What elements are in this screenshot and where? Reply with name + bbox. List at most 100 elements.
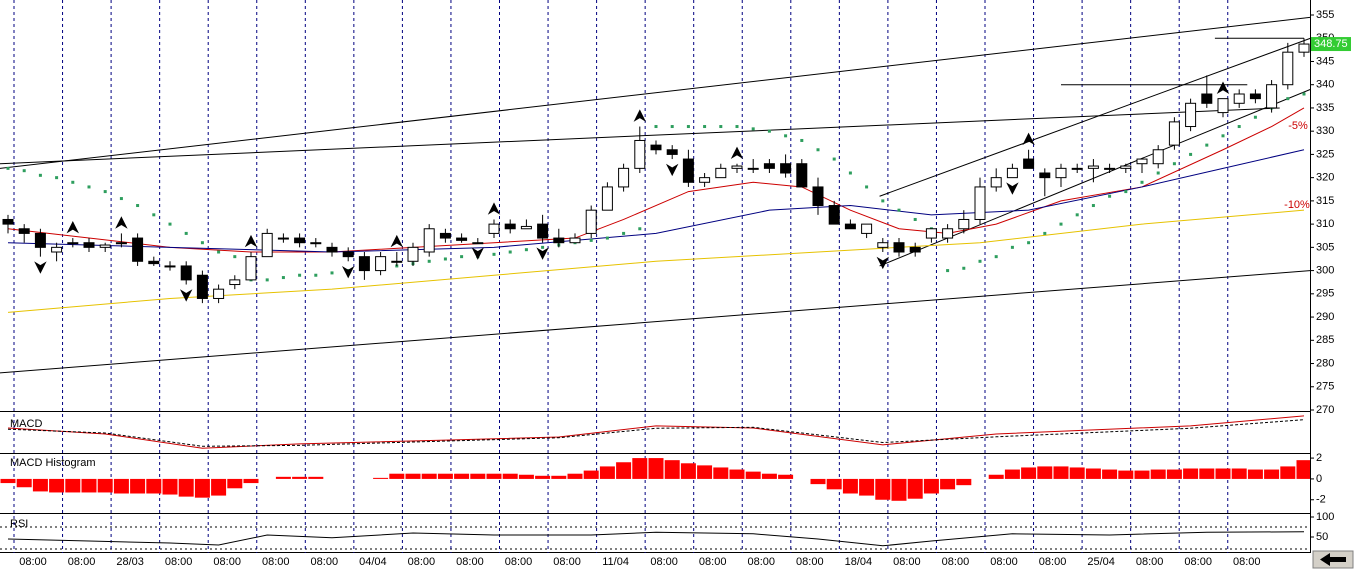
candle-body — [1185, 102, 1197, 128]
histogram-bar — [292, 476, 308, 479]
x-tick-label: 08:00 — [1039, 556, 1067, 568]
histogram-bar — [16, 478, 32, 488]
candle-body — [1120, 165, 1132, 169]
histogram-bar — [97, 478, 113, 493]
y-tick-label: 320 — [1316, 172, 1334, 184]
histogram-bar — [859, 478, 875, 496]
histogram-bar — [1134, 470, 1150, 479]
candle-body — [520, 225, 532, 230]
x-tick-label: 11/04 — [602, 556, 629, 568]
sar-dot — [298, 273, 302, 277]
histogram-bar — [842, 478, 858, 494]
candle-body — [148, 260, 160, 265]
candle-body — [666, 149, 678, 155]
candle-body — [1006, 167, 1018, 179]
histogram-bar — [551, 475, 567, 479]
sar-dot — [524, 248, 528, 252]
histogram-bar — [0, 478, 16, 484]
sar-dot — [330, 271, 334, 275]
scroll-button[interactable] — [1312, 550, 1354, 569]
histogram-bar — [1280, 466, 1296, 479]
y-tick-label: 315 — [1316, 195, 1334, 207]
sar-dot — [1156, 171, 1160, 175]
histogram-bar — [1215, 468, 1231, 479]
x-tick-label: 08:00 — [262, 556, 290, 568]
sar-dot — [865, 185, 869, 189]
histogram-bar — [907, 478, 923, 499]
fractal-up — [66, 220, 80, 234]
candle-body — [83, 242, 95, 248]
candle-body — [990, 177, 1002, 188]
candle-body — [861, 223, 873, 234]
x-tick-label: 08:00 — [553, 556, 581, 568]
line — [879, 37, 1310, 197]
panel-title: RSI — [10, 518, 28, 530]
candle-body — [1039, 172, 1051, 179]
histogram-bar — [1004, 469, 1020, 479]
candle-body — [731, 165, 743, 169]
candle-body — [180, 265, 192, 281]
histogram-bar — [632, 458, 648, 479]
histogram-bar — [275, 476, 291, 479]
sar-dot — [508, 250, 512, 254]
candle-body — [1055, 167, 1067, 179]
annotation: -5% — [1288, 120, 1308, 132]
histogram-bar — [680, 463, 696, 479]
sar-dot — [881, 199, 885, 203]
candle-body — [261, 232, 273, 258]
fractal-down — [179, 289, 193, 302]
line — [7, 107, 1305, 253]
sar-dot — [460, 255, 464, 259]
histogram-bar — [389, 473, 405, 479]
sar-dot — [200, 241, 204, 245]
sar-dot — [22, 169, 26, 173]
histogram-bar — [1118, 470, 1134, 479]
y-tick-label: 275 — [1316, 381, 1334, 393]
candle-body — [1152, 149, 1164, 165]
sar-dot — [1302, 92, 1306, 96]
candle-body — [585, 209, 597, 234]
y-tick-label: 335 — [1316, 102, 1334, 114]
candle-body — [1249, 93, 1261, 100]
panel-title: MACD Histogram — [10, 457, 96, 469]
sar-dot — [670, 125, 674, 129]
line — [0, 16, 1310, 169]
candle-body — [132, 237, 144, 262]
candle-body — [699, 177, 711, 183]
candle-body — [553, 237, 565, 244]
sar-dot — [55, 176, 59, 180]
histogram-bar — [178, 478, 194, 497]
x-tick-label: 08:00 — [796, 556, 824, 568]
candle-body — [472, 242, 484, 245]
candle-body — [537, 223, 549, 239]
x-tick-label: 08:00 — [311, 556, 339, 568]
sar-dot — [1189, 152, 1193, 156]
sar-dot — [233, 255, 237, 259]
sar-dot — [38, 173, 42, 177]
y-tick-label: -2 — [1316, 494, 1326, 506]
candle-body — [877, 242, 889, 248]
sar-dot — [1091, 204, 1095, 208]
sar-dot — [1027, 241, 1031, 245]
histogram-bar — [616, 462, 632, 479]
x-tick-label: 08:00 — [1184, 556, 1212, 568]
x-tick-label: 08:00 — [68, 556, 96, 568]
histogram-bar — [988, 474, 1004, 479]
histogram-bar — [875, 478, 891, 500]
histogram-bar — [1102, 469, 1118, 479]
histogram-bar — [518, 474, 534, 479]
sar-dot — [87, 185, 91, 189]
histogram-bar — [130, 478, 146, 494]
panel-title: MACD — [10, 418, 42, 430]
sar-dot — [994, 255, 998, 259]
sar-dot — [978, 259, 982, 263]
candle-body — [342, 251, 354, 258]
sar-dot — [735, 125, 739, 129]
x-tick-label: 08:00 — [1136, 556, 1164, 568]
sar-dot — [217, 250, 221, 254]
candle-body — [277, 237, 289, 240]
fractal-up — [730, 146, 744, 160]
x-tick-label: 08:00 — [990, 556, 1018, 568]
fractal-up — [390, 234, 404, 248]
x-tick-label: 08:00 — [699, 556, 727, 568]
